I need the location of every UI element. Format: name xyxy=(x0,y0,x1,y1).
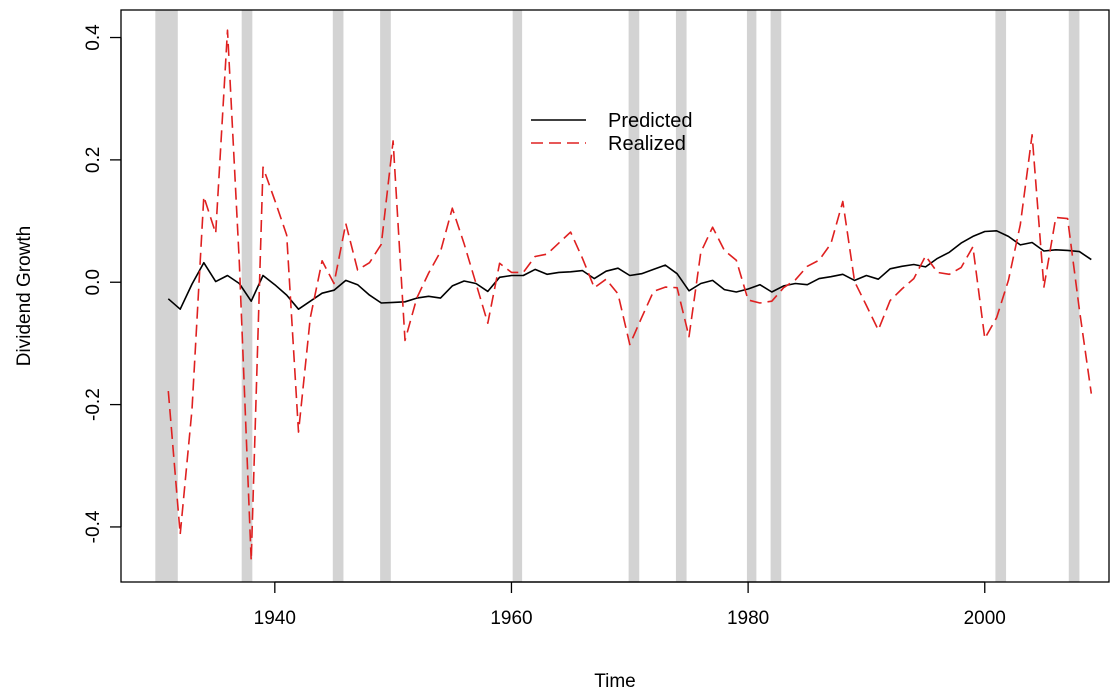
x-tick-label: 1940 xyxy=(254,608,296,629)
recession-band-10 xyxy=(1068,10,1080,582)
recession-band-4 xyxy=(512,10,523,582)
recession-band-9 xyxy=(995,10,1007,582)
recession-band-5 xyxy=(628,10,640,582)
series-line-realized xyxy=(167,29,1093,562)
recession-band-6 xyxy=(675,10,687,582)
recession-band-7 xyxy=(746,10,757,582)
y-tick-label: -0.4 xyxy=(83,510,104,543)
x-axis: 1940 1960 1980 2000 xyxy=(254,581,1006,629)
legend-label-predicted: Predicted xyxy=(608,110,693,132)
plot-frame xyxy=(120,9,1110,583)
recession-band-2 xyxy=(332,10,344,582)
y-tick-label: -0.2 xyxy=(83,388,104,421)
y-tick-label: 0.2 xyxy=(83,147,104,173)
y-axis: -0.4 -0.2 0.0 0.2 0.4 xyxy=(83,24,122,543)
legend: Predicted Realized xyxy=(531,110,693,155)
x-tick-label: 2000 xyxy=(964,608,1006,629)
series-line-predicted xyxy=(167,230,1092,311)
legend-label-realized: Realized xyxy=(608,133,686,155)
x-tick-label: 1960 xyxy=(490,608,532,629)
series-lines xyxy=(167,29,1093,562)
x-tick-label: 1980 xyxy=(727,608,769,629)
recession-band-0 xyxy=(155,10,178,582)
y-tick-label: 0.4 xyxy=(83,24,104,51)
y-axis-label: Dividend Growth xyxy=(14,226,35,366)
recession-band-3 xyxy=(380,10,391,582)
y-tick-label: 0.0 xyxy=(83,269,104,295)
x-axis-label: Time xyxy=(594,671,636,692)
recession-bands xyxy=(155,10,1080,582)
